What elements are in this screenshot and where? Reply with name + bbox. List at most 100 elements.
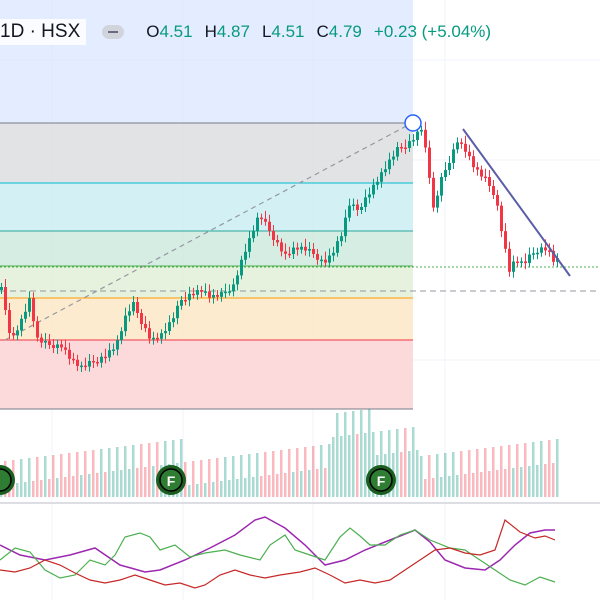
event-markers[interactable]: F F [0,465,396,495]
volume-bar [236,479,239,497]
candle-body [96,362,99,364]
volume-bar [124,446,127,497]
candle-body [320,259,323,262]
candle-body [408,141,411,148]
candle-body [60,344,63,348]
event-marker-icon[interactable] [0,465,15,495]
volume-bar [180,439,183,497]
candle-body [68,349,71,359]
candle-body [368,194,371,198]
candle-body [348,205,351,218]
volume-bar [380,431,383,497]
volume-bar [128,469,131,497]
volume-bar [428,455,431,497]
candle-body [200,290,203,292]
low-value: 4.51 [271,22,305,41]
volume-bar [324,468,327,497]
volume-bar [244,478,247,497]
candle-body [300,246,303,250]
event-marker-icon[interactable]: F [156,465,186,495]
high-value: 4.87 [216,22,250,41]
candle-body [16,330,19,336]
close-value: 4.79 [328,22,362,41]
event-marker-label: F [377,473,386,489]
candle-body [160,333,163,339]
volume-bar [140,444,143,497]
volume-bar [240,455,243,497]
volume-bar [52,455,55,497]
fib-trend-line [4,122,413,341]
candle-body [80,365,83,368]
symbol-header: 1D · HSX O4.51 H4.87 L4.51 C4.79 +0.23 (… [0,12,600,52]
candle-body [180,300,183,306]
volume-bar [416,450,419,497]
volume-bar [312,446,315,497]
candle-body [100,356,103,363]
candle-body [232,284,235,292]
volume-bar [408,451,411,497]
candle-body [356,204,359,210]
volume-bar [156,442,159,497]
candle-body [8,310,11,333]
volume-bar [468,450,471,497]
candle-body [88,361,91,367]
candle-body [140,313,143,324]
collapse-toggle-icon[interactable] [102,25,125,39]
candle-body [216,295,219,297]
candle-body [304,246,307,251]
volume-bar [88,474,91,497]
candle-body [340,236,343,242]
circle-handle-icon[interactable] [404,114,422,132]
candle-body [428,147,431,178]
fibonacci-retracement[interactable] [0,0,413,410]
candle-body [288,253,291,256]
volume-bar [48,479,51,497]
indicator-pane[interactable] [0,516,556,589]
candle-body [412,140,415,142]
candle-body [492,186,495,195]
candle-body [56,344,59,348]
fib-band-cyan [0,183,413,231]
candle-body [244,251,247,260]
candle-body [396,147,399,157]
candle-body [228,291,231,293]
candle-body [284,251,287,254]
candle-body [500,205,503,232]
candle-body [460,142,463,144]
candle-body [508,248,511,272]
volume-bar [480,472,483,497]
volume-bar [336,413,339,497]
candlestick-series[interactable] [0,121,559,372]
volume-bar [96,473,99,497]
volume-bar [464,474,467,497]
volume-bar [444,453,447,497]
candle-body [0,287,3,290]
candle-body [296,247,299,250]
candle-body [104,356,107,359]
volume-bar [252,477,255,497]
candle-body [308,249,311,251]
ohlc-readout: O4.51 H4.87 L4.51 C4.79 +0.23 (+5.04%) [146,22,491,42]
descending-trendline[interactable] [462,128,571,277]
candle-body [480,169,483,177]
volume-bar [204,483,207,497]
volume-bar [64,477,67,497]
volume-bar [80,475,83,497]
volume-bar [100,449,103,497]
candle-body [444,170,447,177]
event-marker-icon[interactable]: F [366,465,396,495]
volume-bar [256,453,259,497]
volume-bar [220,481,223,497]
candle-body [136,302,139,313]
volume-bar [440,477,443,497]
volume-bar [460,451,463,497]
candle-body [108,350,111,358]
candle-body [432,177,435,208]
candle-body [32,298,35,322]
symbol-interval[interactable]: 1D · HSX [0,19,87,45]
candle-body [268,221,271,231]
candle-body [312,249,315,254]
volume-bar [524,443,527,497]
volume-bar [16,483,19,497]
